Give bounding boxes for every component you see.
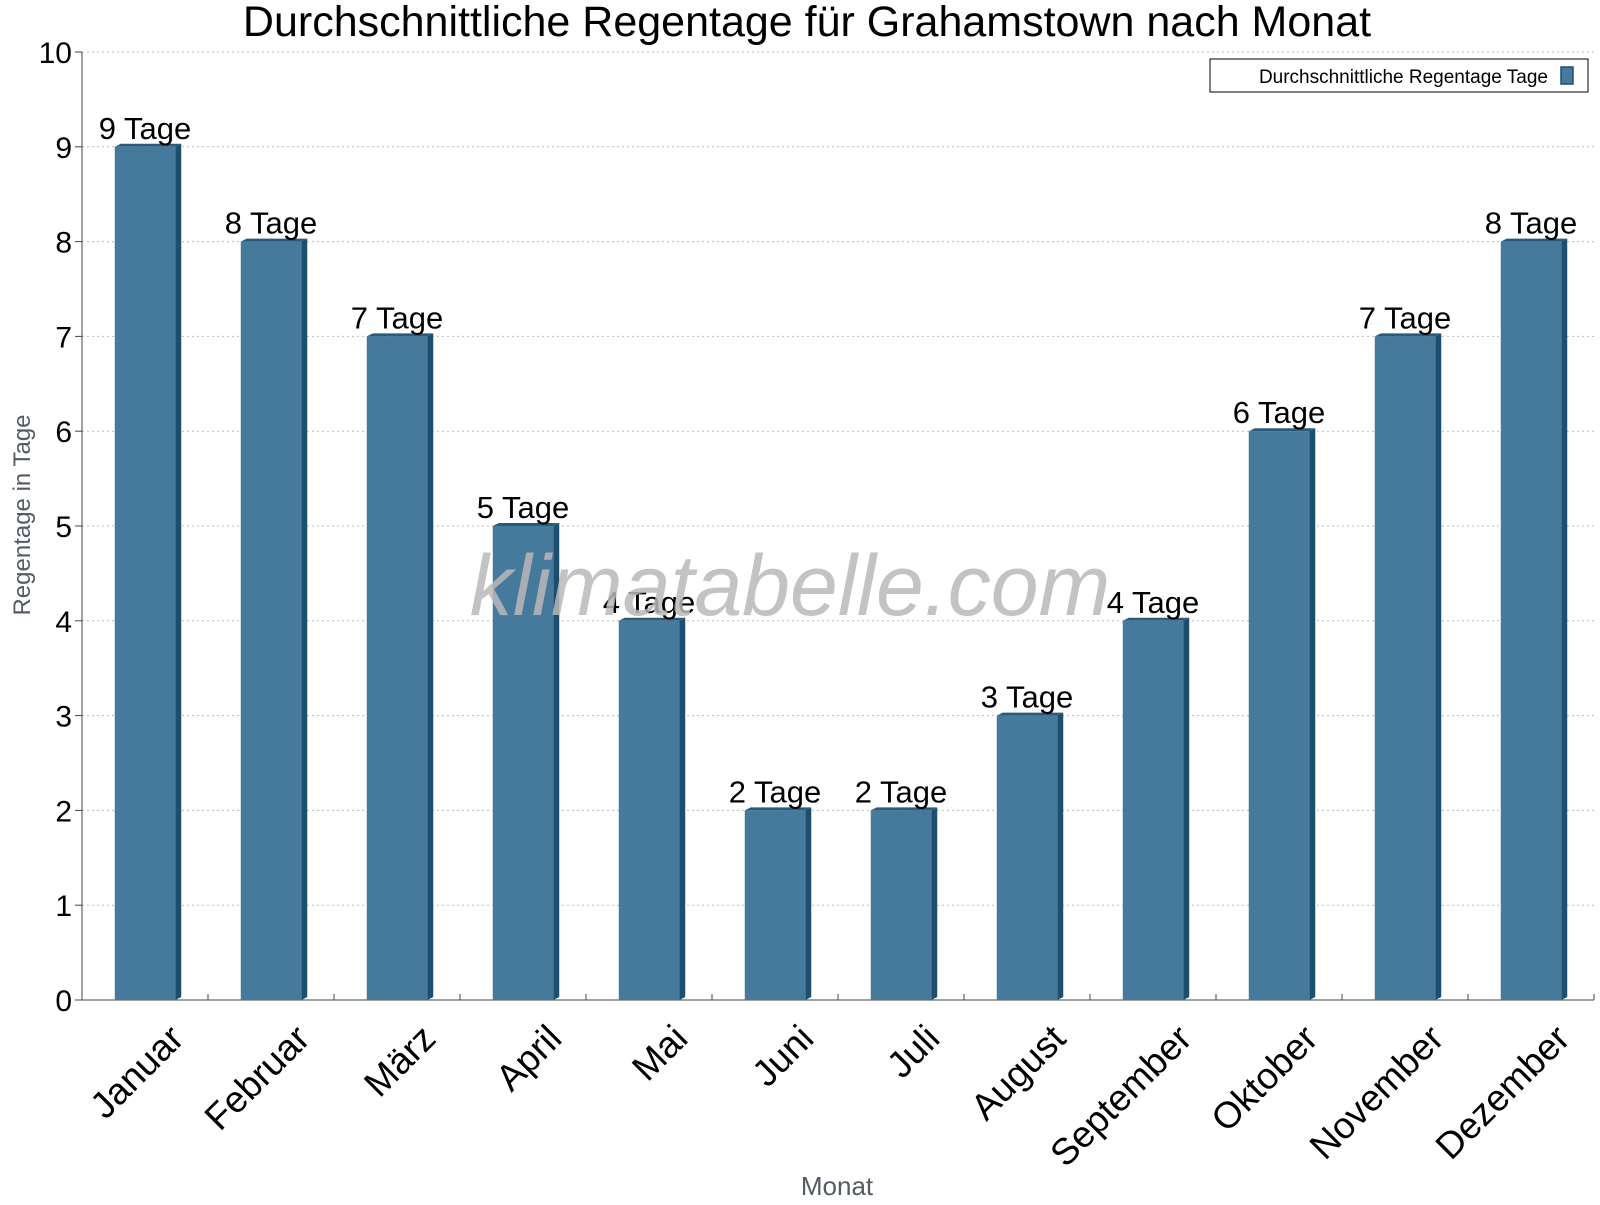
x-tick-label: März [356,1017,443,1104]
y-tick-label: 10 [39,37,72,70]
data-label: 4 Tage [603,585,696,620]
bar-side [553,523,560,1000]
data-label: 3 Tage [981,680,1074,715]
x-axis-title: Monat [801,1171,874,1200]
bar-side [301,238,308,1001]
bar-juli [870,807,938,1000]
bar-side [1561,238,1568,1001]
bar-side [931,807,938,1000]
bar-top [114,143,182,147]
legend-swatch [1560,66,1574,85]
data-label: 7 Tage [351,300,444,335]
bar-side [1309,428,1316,1000]
bar [1374,336,1436,1000]
bar-side [175,143,182,1001]
bar-layer [114,143,1568,1001]
y-tick-label-layer: 0 1 2 3 4 5 6 7 8 9 10 [39,37,72,1018]
data-label: 8 Tage [225,206,318,241]
bar-top [240,238,308,242]
x-tick-label: Juli [879,1017,947,1085]
y-tick-label: 3 [55,701,72,734]
data-label: 2 Tage [855,774,948,809]
bar-side [1435,333,1442,1000]
bar-märz [366,333,434,1000]
bar [870,810,932,1000]
grid-layer [82,51,1594,906]
bar [744,810,806,1000]
x-tick-label: November [1302,1017,1452,1167]
bar-oktober [1248,428,1316,1000]
x-tick-label: Januar [82,1017,191,1126]
bar-top [492,523,560,526]
bar [996,715,1058,1000]
bar-side [805,807,812,1000]
bar-top [870,807,938,811]
x-tick-label: Mai [624,1017,695,1088]
data-label: 2 Tage [729,774,822,809]
bar-februar [240,238,308,1001]
bar [1122,620,1184,1000]
x-tick-label-layer: Januar Februar März April Mai Juni Juli AugustS… [82,1017,1577,1174]
y-tick-label: 9 [55,132,72,165]
bar-mai [618,617,686,1000]
bar [366,336,428,1000]
bar [1248,431,1310,1000]
bar-april [492,523,560,1000]
y-tick-label: 4 [55,606,72,639]
axis-layer [75,51,1595,1001]
data-label: 8 Tage [1485,206,1578,241]
bar-top [1248,428,1316,432]
x-tick-label: April [488,1017,569,1098]
legend-label: Durchschnittliche Regentage Tage [1259,67,1548,88]
watermark: klimatabelle.com [470,538,1110,634]
chart-title: Durchschnittliche Regentage für Grahamst… [243,0,1371,46]
y-tick-label: 7 [55,321,72,354]
y-tick-label: 6 [55,416,72,449]
bar-dezember [1500,238,1568,1001]
bar-top [996,712,1064,716]
data-label: 6 Tage [1233,395,1326,430]
bar [492,526,554,1000]
bar-november [1374,333,1442,1000]
bar-top [744,807,812,811]
x-tick-label: Oktober [1203,1017,1325,1139]
data-label: 5 Tage [477,490,570,525]
bar-top [1122,617,1190,621]
y-tick-label: 2 [55,795,72,828]
bar-side [1057,712,1064,1000]
bar-januar [114,143,182,1001]
bar-september [1122,617,1190,1000]
bar-top [366,333,434,337]
bar-side [679,617,686,1000]
bar [1500,241,1562,1001]
legend-box [1209,58,1589,93]
bar [618,620,680,1000]
bar-top [618,617,686,621]
x-tick-label: Juni [744,1017,821,1094]
bar-august [996,712,1064,1000]
y-tick-label: 8 [55,227,72,260]
data-label: 4 Tage [1107,585,1200,620]
y-tick-label: 1 [55,890,72,923]
x-tick-label: Februar [197,1017,318,1138]
bar-side [1183,617,1190,1000]
x-tick-label: August [963,1017,1074,1128]
legend: Durchschnittliche Regentage Tage [1209,58,1589,93]
data-label: 7 Tage [1359,300,1452,335]
bar [240,241,302,1001]
x-tick-label: Dezember [1428,1017,1578,1167]
bar-top [1374,333,1442,337]
bar-top [1500,238,1568,242]
data-label: 9 Tage [99,111,192,146]
bar-side [427,333,434,1000]
y-tick-label: 5 [55,511,72,544]
y-tick-label: 0 [55,985,72,1018]
y-axis-title: Regentage in Tage [9,414,36,615]
bar [114,146,176,1001]
bar-juni [744,807,812,1000]
data-label-layer: 9 Tage 8 Tage 7 Tage 5 Tage 4 Tage 2 Tage 2 Ta… [99,111,1578,810]
